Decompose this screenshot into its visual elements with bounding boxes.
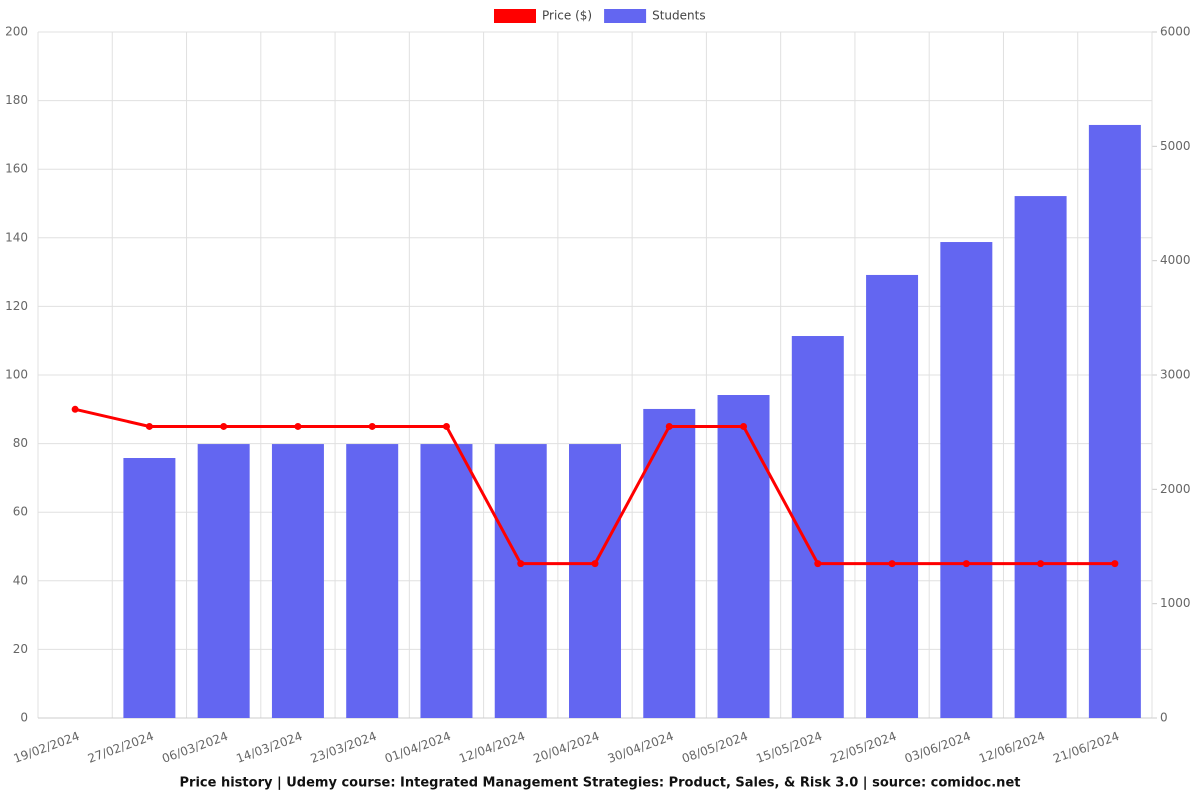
x-tick-label: 06/03/2024	[160, 729, 230, 766]
x-tick-label: 08/05/2024	[680, 729, 750, 766]
x-tick-label: 12/06/2024	[977, 729, 1047, 766]
y2-tick-label: 3000	[1160, 368, 1191, 382]
x-tick-label: 12/04/2024	[457, 729, 527, 766]
bar	[271, 444, 324, 718]
bar	[1014, 196, 1067, 718]
x-tick-label: 30/04/2024	[606, 729, 676, 766]
point	[1037, 560, 1045, 568]
chart-title: Price history | Udemy course: Integrated…	[180, 776, 1021, 791]
point	[220, 422, 228, 430]
bar	[494, 444, 547, 718]
x-tick-label: 21/06/2024	[1051, 729, 1121, 766]
bar	[569, 444, 621, 718]
x-tick-label: 20/04/2024	[531, 729, 601, 766]
x-tick-label: 23/03/2024	[309, 729, 379, 766]
y-tick-label: 160	[5, 162, 28, 176]
bar	[197, 444, 250, 718]
y-tick-label: 180	[5, 93, 28, 107]
point	[1111, 560, 1119, 568]
y-tick-label: 20	[13, 642, 28, 656]
x-tick-label: 03/06/2024	[903, 729, 973, 766]
point	[665, 422, 673, 430]
point	[517, 560, 525, 568]
y-tick-label: 100	[5, 368, 28, 382]
point	[368, 422, 376, 430]
y2-tick-label: 0	[1160, 711, 1168, 725]
y-tick-label: 140	[5, 230, 28, 244]
y-tick-label: 40	[13, 573, 28, 587]
point	[591, 560, 599, 568]
legend-label: Students	[652, 9, 706, 23]
bar	[717, 395, 770, 718]
y2-tick-label: 5000	[1160, 139, 1191, 153]
bar	[123, 458, 176, 718]
point	[294, 422, 302, 430]
y-tick-label: 0	[20, 711, 28, 725]
y-tick-label: 80	[13, 436, 28, 450]
point	[814, 560, 822, 568]
bar	[420, 444, 473, 718]
y-tick-label: 60	[13, 505, 28, 519]
y2-tick-label: 4000	[1160, 253, 1191, 267]
y2-tick-label: 2000	[1160, 482, 1191, 496]
x-tick-label: 22/05/2024	[829, 729, 899, 766]
y2-tick-label: 1000	[1160, 596, 1191, 610]
x-tick-label: 27/02/2024	[86, 729, 156, 766]
x-tick-label: 14/03/2024	[234, 729, 304, 766]
bar	[346, 444, 399, 718]
bar	[940, 242, 993, 718]
legend-swatch	[494, 9, 536, 23]
bar	[866, 274, 919, 718]
y-tick-label: 120	[5, 299, 28, 313]
point	[888, 560, 896, 568]
point	[740, 422, 748, 430]
point	[962, 560, 970, 568]
bar	[791, 336, 844, 718]
bar	[643, 408, 696, 718]
bar	[1088, 124, 1141, 718]
legend-label: Price ($)	[542, 9, 592, 23]
y2-tick-label: 6000	[1160, 25, 1191, 39]
x-tick-label: 15/05/2024	[754, 729, 824, 766]
point	[442, 422, 450, 430]
y-tick-label: 200	[5, 25, 28, 39]
point	[71, 405, 79, 413]
legend-swatch	[604, 9, 647, 23]
x-tick-label: 01/04/2024	[383, 729, 453, 766]
point	[145, 422, 153, 430]
x-tick-label: 19/02/2024	[12, 729, 82, 766]
